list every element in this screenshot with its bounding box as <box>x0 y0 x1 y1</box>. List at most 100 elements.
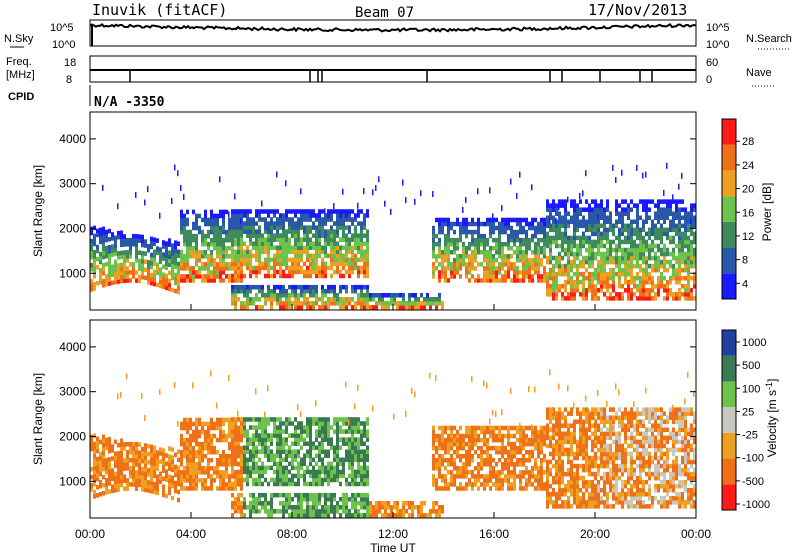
heatmap-cell <box>441 433 444 439</box>
beam-title: Beam 07 <box>355 5 414 21</box>
heatmap-cell <box>228 245 231 251</box>
heatmap-cell <box>669 275 672 281</box>
heatmap-cell <box>327 265 330 271</box>
heatmap-cell <box>162 456 165 461</box>
heatmap-cell <box>333 229 336 234</box>
heatmap-cell <box>453 462 456 467</box>
heatmap-cell <box>192 209 195 215</box>
heatmap-cell <box>570 296 573 301</box>
heatmap-cell <box>567 251 570 257</box>
heatmap-cell <box>273 269 276 275</box>
heatmap-cell <box>246 233 249 238</box>
heatmap-cell <box>516 445 519 451</box>
heatmap-cell <box>315 249 318 255</box>
heatmap-cell <box>300 513 303 518</box>
heatmap-cell <box>321 261 324 267</box>
heatmap-cell <box>270 233 273 238</box>
heatmap-cell <box>150 260 153 266</box>
heatmap-cell <box>381 505 384 510</box>
heatmap-cell <box>612 259 615 265</box>
heatmap-cell <box>504 270 507 275</box>
heatmap-sparse-cell <box>354 403 356 410</box>
heatmap-cell <box>270 496 273 502</box>
heatmap-cell <box>318 492 321 498</box>
heatmap-cell <box>195 470 198 475</box>
heatmap-cell <box>306 465 309 471</box>
heatmap-cell <box>345 481 348 487</box>
heatmap-cell <box>207 449 210 455</box>
heatmap-cell <box>132 441 135 447</box>
heatmap-cell <box>273 292 276 298</box>
heatmap-cell <box>114 267 117 273</box>
heatmap-cell <box>183 254 186 259</box>
heatmap-cell <box>216 229 219 235</box>
heatmap-cell <box>537 254 540 259</box>
heatmap-cell <box>324 433 327 438</box>
heatmap-cell <box>594 292 597 297</box>
frequency-trace <box>90 69 696 82</box>
heatmap-cell <box>576 255 579 261</box>
heatmap-cell <box>657 247 660 253</box>
heatmap-cell <box>525 482 528 487</box>
heatmap-cell <box>516 425 519 431</box>
heatmap-cell <box>561 223 564 229</box>
heatmap-cell <box>207 474 210 479</box>
heatmap-cell <box>114 439 117 445</box>
heatmap-cell <box>300 245 303 251</box>
heatmap-cell <box>336 213 339 218</box>
heatmap-cell <box>651 288 654 293</box>
heatmap-cell <box>420 505 423 510</box>
heatmap-cell <box>492 429 495 435</box>
heatmap-cell <box>291 269 294 275</box>
heatmap-cell <box>354 213 357 218</box>
heatmap-cell <box>102 482 105 488</box>
heatmap-cell <box>357 297 360 302</box>
heatmap-cell <box>642 255 645 261</box>
heatmap-cell <box>138 278 141 284</box>
heatmap-cell <box>531 233 534 239</box>
heatmap-cell <box>135 462 138 467</box>
heatmap-cell <box>459 258 462 263</box>
heatmap-cell <box>249 269 252 275</box>
heatmap-cell <box>666 235 669 241</box>
heatmap-cell <box>498 474 501 479</box>
heatmap-cell <box>543 453 546 459</box>
heatmap-cell <box>333 253 336 259</box>
heatmap-cell <box>483 441 486 447</box>
heatmap-cell <box>432 457 435 463</box>
heatmap-sparse-cell <box>342 188 344 195</box>
heatmap-cell <box>540 245 543 251</box>
heatmap-cell <box>561 243 564 249</box>
heatmap-cell <box>276 449 279 454</box>
heatmap-cell <box>210 278 213 283</box>
heatmap-cell <box>522 470 525 475</box>
heatmap-cell <box>693 296 696 301</box>
heatmap-cell <box>135 258 138 263</box>
heatmap-cell <box>162 284 165 290</box>
heatmap-cell <box>318 241 321 246</box>
heatmap-cell <box>102 254 105 260</box>
heatmap-cell <box>447 266 450 271</box>
heatmap-cell <box>447 217 450 223</box>
heatmap-cell <box>645 267 648 273</box>
heatmap-cell <box>537 266 540 271</box>
heatmap-cell <box>438 221 441 227</box>
heatmap-cell <box>141 454 144 460</box>
heatmap-cell <box>612 288 615 293</box>
heatmap-cell <box>654 292 657 297</box>
heatmap-cell <box>243 273 246 279</box>
heatmap-cell <box>525 441 528 447</box>
heatmap-cell <box>264 225 267 230</box>
heatmap-cell <box>630 288 633 293</box>
heatmap-cell <box>114 263 117 269</box>
heatmap-cell <box>621 223 624 229</box>
heatmap-cell <box>603 211 606 216</box>
heatmap-cell <box>510 233 513 239</box>
heatmap-cell <box>489 453 492 459</box>
heatmap-cell <box>522 254 525 259</box>
heatmap-cell <box>393 301 396 306</box>
heatmap-cell <box>522 425 525 431</box>
heatmap-cell <box>204 266 207 271</box>
heatmap-cell <box>483 245 486 251</box>
heatmap-cell <box>285 209 288 214</box>
